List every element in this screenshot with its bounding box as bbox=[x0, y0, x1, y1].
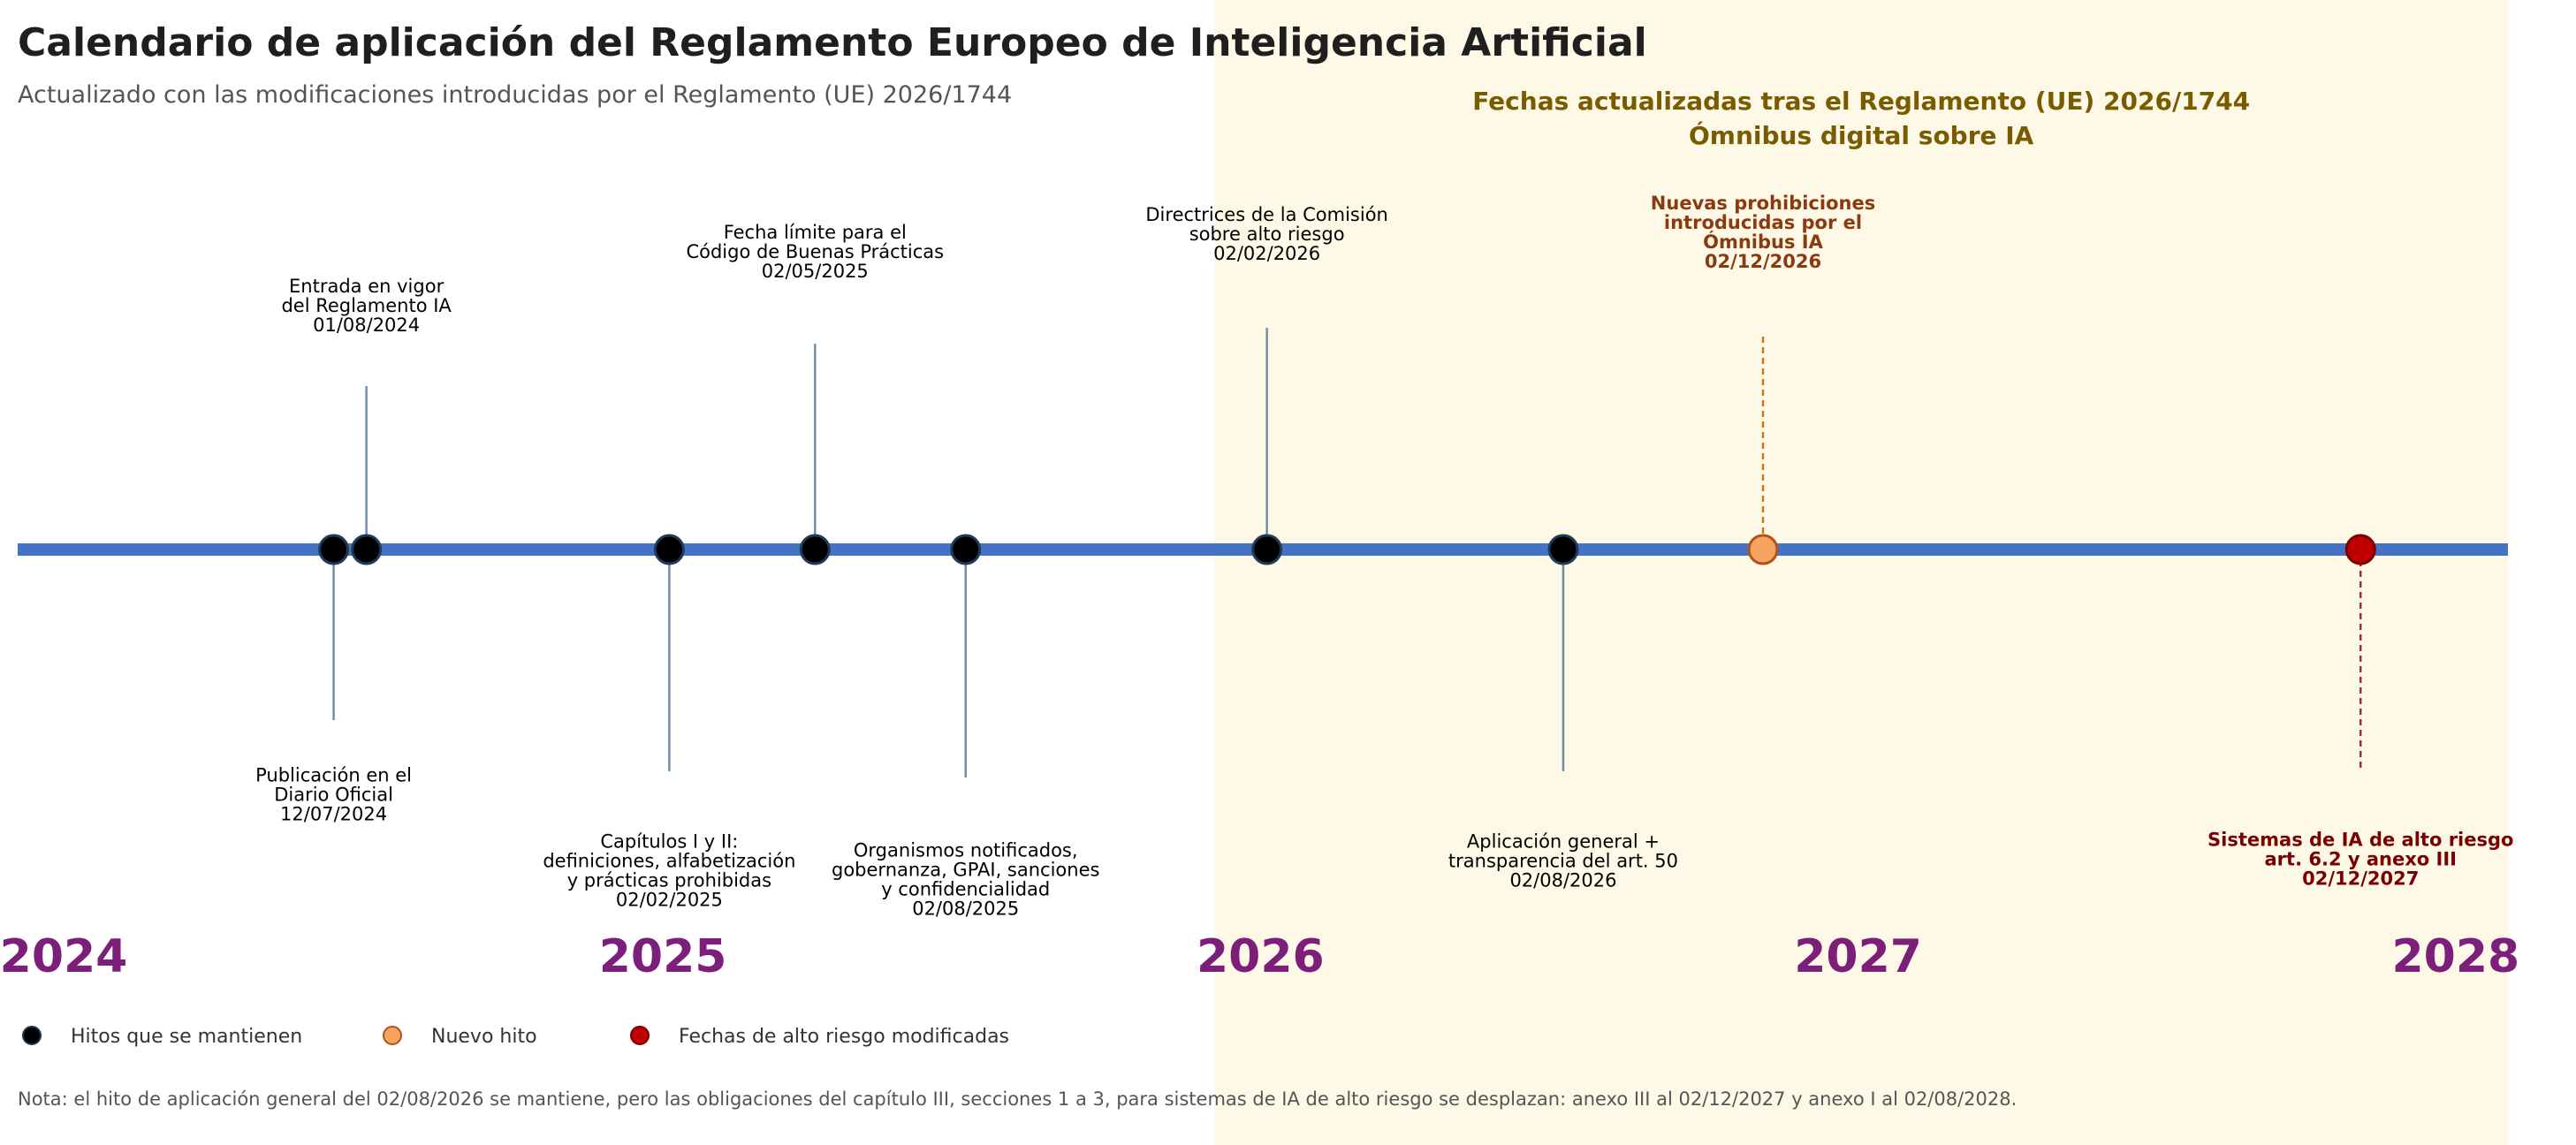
milestone-label-line: Sistemas de IA de alto riesgo bbox=[2207, 829, 2513, 850]
legend: Hitos que se mantienen Nuevo hito Fechas d… bbox=[22, 1026, 1009, 1048]
milestone-label-line: Ómnibus IA bbox=[1703, 231, 1823, 253]
legend-marker bbox=[630, 1026, 650, 1045]
legend-label: Hitos que se mantienen bbox=[71, 1026, 302, 1048]
milestone-label-line: art. 6.2 y anexo III bbox=[2265, 848, 2457, 869]
milestone-label-line: Nuevas prohibiciones bbox=[1651, 193, 1875, 214]
milestone-label-line: Directrices de la Comisión bbox=[1145, 204, 1387, 225]
milestone-label-line: Código de Buenas Prácticas bbox=[686, 241, 944, 262]
year-label: 2024 bbox=[0, 930, 127, 983]
milestone-markers bbox=[318, 534, 2376, 565]
milestone-label-line: gobernanza, GPAI, sanciones bbox=[832, 859, 1099, 880]
milestone-marker bbox=[318, 534, 350, 565]
milestone-label-line: definiciones, alfabetización bbox=[543, 850, 795, 871]
milestone-label-line: y prácticas prohibidas bbox=[567, 869, 771, 891]
chart-subtitle: Actualizado con las modificaciones intro… bbox=[18, 81, 1012, 109]
milestone-label-line: introducidas por el bbox=[1664, 212, 1862, 233]
milestone-marker bbox=[2344, 534, 2376, 565]
milestone-label-line: y confidencialidad bbox=[881, 878, 1050, 899]
year-label: 2027 bbox=[1794, 930, 1922, 983]
legend-marker bbox=[383, 1026, 402, 1045]
milestone-label-line: Entrada en vigor bbox=[289, 276, 445, 297]
milestone-marker bbox=[950, 534, 982, 565]
footnote: Nota: el hito de aplicación general del … bbox=[18, 1088, 2017, 1110]
year-label: 2026 bbox=[1197, 930, 1325, 983]
milestone-label-line: Fecha límite para el bbox=[724, 222, 907, 243]
legend-label: Fechas de alto riesgo modificadas bbox=[679, 1026, 1009, 1048]
highlight-title-line: Ómnibus digital sobre IA bbox=[1689, 120, 2034, 150]
milestone-label-line: 02/02/2025 bbox=[616, 889, 723, 910]
milestone-label-line: 02/08/2026 bbox=[1509, 869, 1616, 891]
milestone-label-line: 12/07/2024 bbox=[280, 803, 387, 824]
highlight-region bbox=[1214, 0, 2508, 1145]
milestone-label-line: del Reglamento IA bbox=[281, 295, 452, 316]
milestone-label-line: Diario Oficial bbox=[274, 784, 393, 805]
milestone-label-line: transparencia del art. 50 bbox=[1448, 850, 1678, 871]
milestone-label-line: 02/05/2025 bbox=[762, 261, 869, 282]
highlight-title-line: Fechas actualizadas tras el Reglamento (… bbox=[1472, 87, 2250, 116]
milestone-label-line: Aplicación general + bbox=[1467, 830, 1660, 852]
milestone-marker bbox=[1251, 534, 1283, 565]
year-labels: 2024 2025 2026 2027 2028 bbox=[0, 930, 2519, 983]
legend-marker bbox=[22, 1026, 42, 1045]
legend-label: Nuevo hito bbox=[431, 1026, 537, 1048]
milestone-label-line: 02/12/2026 bbox=[1705, 251, 1821, 272]
year-label: 2028 bbox=[2391, 930, 2519, 983]
milestone-label-line: 01/08/2024 bbox=[313, 315, 420, 336]
milestone-marker bbox=[1547, 534, 1579, 565]
milestone-label-line: Capítulos I y II: bbox=[600, 830, 738, 852]
chart-title: Calendario de aplicación del Reglamento … bbox=[18, 20, 1647, 65]
milestone-label-line: sobre alto riesgo bbox=[1189, 224, 1345, 245]
milestone-label-line: Publicación en el bbox=[255, 764, 412, 785]
milestone-marker bbox=[1747, 534, 1779, 565]
milestone-label-line: Organismos notificados, bbox=[854, 839, 1078, 861]
milestone-marker bbox=[351, 534, 383, 565]
milestone-stems bbox=[332, 328, 2362, 777]
milestone-label-line: 02/02/2026 bbox=[1213, 243, 1320, 264]
milestone-marker bbox=[799, 534, 831, 565]
year-label: 2025 bbox=[599, 930, 727, 983]
milestone-label-line: 02/08/2025 bbox=[912, 898, 1019, 919]
milestone-label-line: 02/12/2027 bbox=[2302, 868, 2419, 889]
milestone-marker bbox=[653, 534, 685, 565]
